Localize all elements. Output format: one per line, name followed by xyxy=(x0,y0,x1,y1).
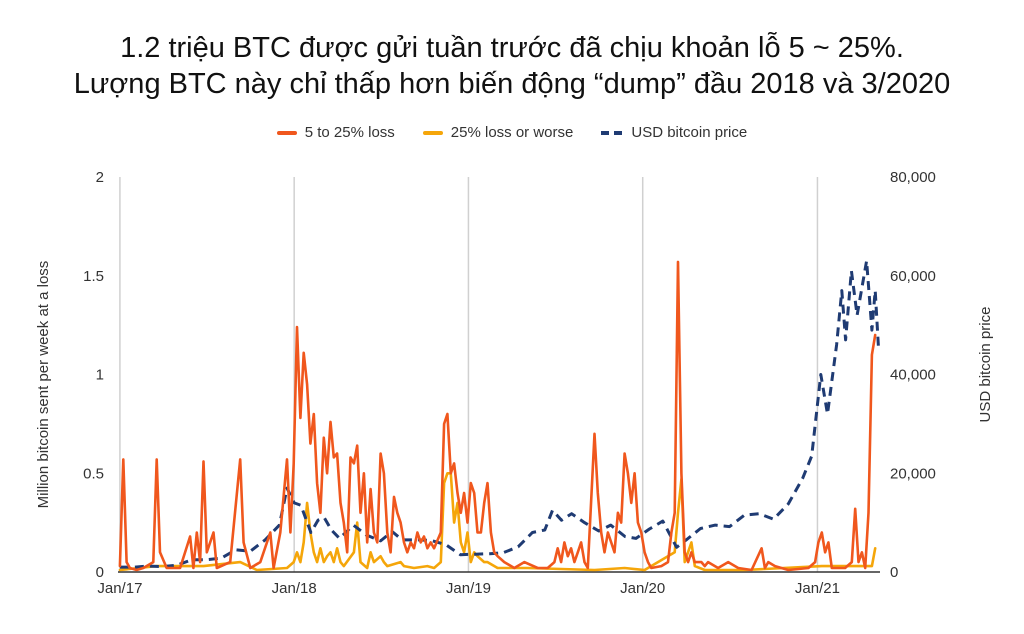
legend-item-5-25-loss: 5 to 25% loss xyxy=(276,124,395,141)
legend-label: 25% loss or worse xyxy=(450,124,574,141)
x-tick-label: Jan/18 xyxy=(272,580,317,597)
legend-label: 5 to 25% loss xyxy=(304,124,395,141)
legend-swatch-orange xyxy=(276,130,297,135)
y-left-tick-label: 2 xyxy=(96,169,104,186)
series-line-5-to-25-loss xyxy=(118,260,877,572)
x-tick-label: Jan/20 xyxy=(620,580,665,597)
y-right-tick-label: 0 xyxy=(890,564,898,581)
y-right-tick-label: 20,000 xyxy=(890,465,936,482)
x-tick-label: Jan/21 xyxy=(795,580,840,597)
legend-item-usd-price: USD bitcoin price xyxy=(601,124,747,141)
x-tick-label: Jan/17 xyxy=(97,580,142,597)
legend-swatch-yellow xyxy=(422,130,443,135)
series-line-usd-bitcoin-price xyxy=(119,259,881,569)
y-right-tick-label: 80,000 xyxy=(890,169,936,186)
legend-swatch-dashed-navy xyxy=(601,130,624,135)
x-tick-label: Jan/19 xyxy=(446,580,491,597)
chart-title-line-1: 1.2 triệu BTC được gửi tuần trước đã chị… xyxy=(120,32,904,64)
chart-legend: 5 to 25% loss 25% loss or worse USD bitc… xyxy=(0,124,1024,141)
y-left-tick-label: 0.5 xyxy=(83,465,104,482)
y-right-tick-label: 40,000 xyxy=(890,367,936,384)
legend-label: USD bitcoin price xyxy=(631,124,748,141)
y-left-tick-label: 1.5 xyxy=(83,268,104,285)
legend-item-25-loss-worse: 25% loss or worse xyxy=(422,124,574,141)
y-left-tick-label: 0 xyxy=(96,564,104,581)
chart-title-line-2: Lượng BTC này chỉ thấp hơn biến động “du… xyxy=(73,68,951,100)
y-right-axis-title: USD bitcoin price xyxy=(977,307,994,423)
y-left-tick-label: 1 xyxy=(96,367,104,384)
y-right-tick-label: 60,000 xyxy=(890,268,936,285)
y-left-axis-title: Million bitcoin sent per week at a loss xyxy=(35,261,52,509)
